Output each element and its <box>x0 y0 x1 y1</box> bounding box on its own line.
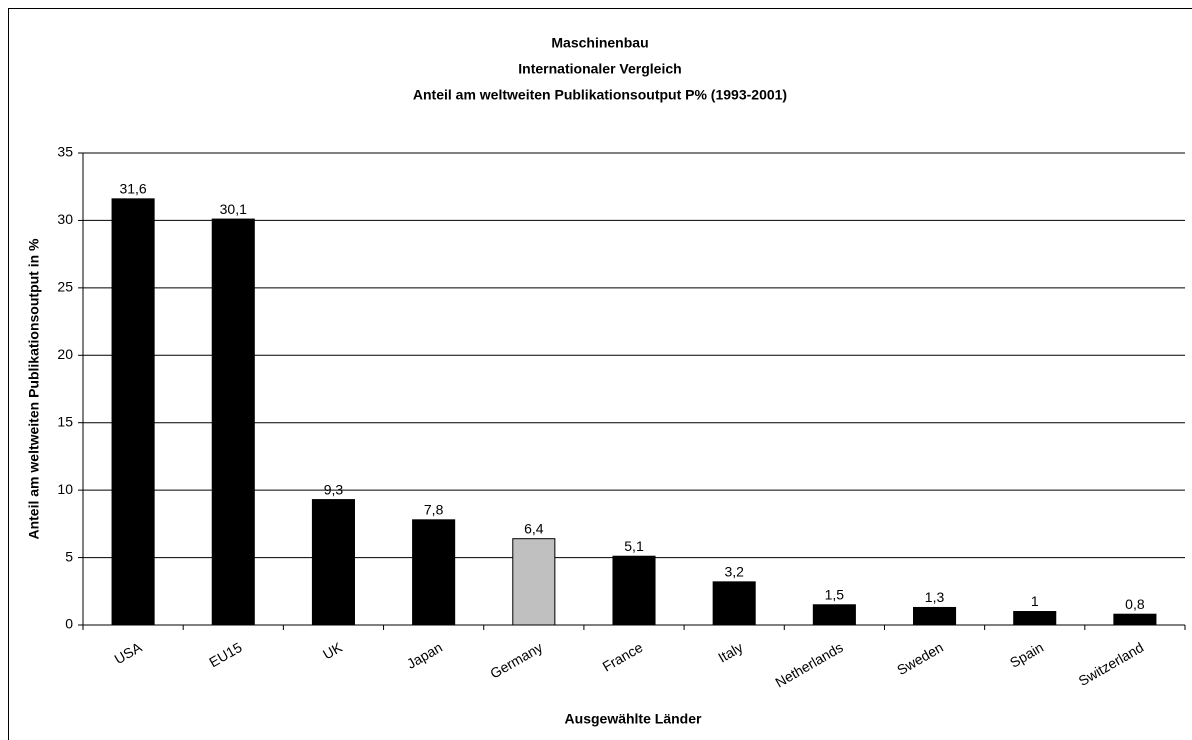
bar <box>612 555 656 626</box>
bar <box>1013 611 1057 626</box>
y-tick-label: 15 <box>57 413 73 429</box>
x-axis-label: Ausgewählte Länder <box>565 711 702 727</box>
y-tick-label: 0 <box>65 616 73 632</box>
y-tick-label: 5 <box>65 548 73 564</box>
value-label: 31,6 <box>119 181 146 197</box>
y-tick-label: 35 <box>57 144 73 160</box>
value-label: 6,4 <box>524 520 544 536</box>
y-tick-label: 25 <box>57 279 73 295</box>
value-label: 1,3 <box>925 589 945 605</box>
bar <box>211 218 255 626</box>
bar <box>311 499 355 626</box>
chart-frame <box>8 8 1192 740</box>
bar <box>111 198 155 626</box>
bar <box>412 519 456 626</box>
value-label: 3,2 <box>724 564 744 580</box>
value-label: 1,5 <box>825 586 845 602</box>
y-tick-label: 10 <box>57 481 73 497</box>
y-axis-label: Anteil am weltweiten Publikationsoutput … <box>26 238 42 540</box>
bar <box>1113 613 1157 626</box>
value-label: 1 <box>1031 593 1039 609</box>
value-label: 5,1 <box>624 538 644 554</box>
y-tick-label: 30 <box>57 211 73 227</box>
chart-title: Maschinenbau <box>551 35 648 51</box>
value-label: 0,8 <box>1125 596 1145 612</box>
bar <box>913 606 957 626</box>
chart-title: Anteil am weltweiten Publikationsoutput … <box>413 87 787 103</box>
bar <box>812 604 856 626</box>
bar <box>512 538 556 626</box>
value-label: 9,3 <box>324 481 344 497</box>
value-label: 30,1 <box>220 201 247 217</box>
y-tick-label: 20 <box>57 346 73 362</box>
bar <box>712 581 756 626</box>
value-label: 7,8 <box>424 502 444 518</box>
chart-title: Internationaler Vergleich <box>518 61 681 77</box>
